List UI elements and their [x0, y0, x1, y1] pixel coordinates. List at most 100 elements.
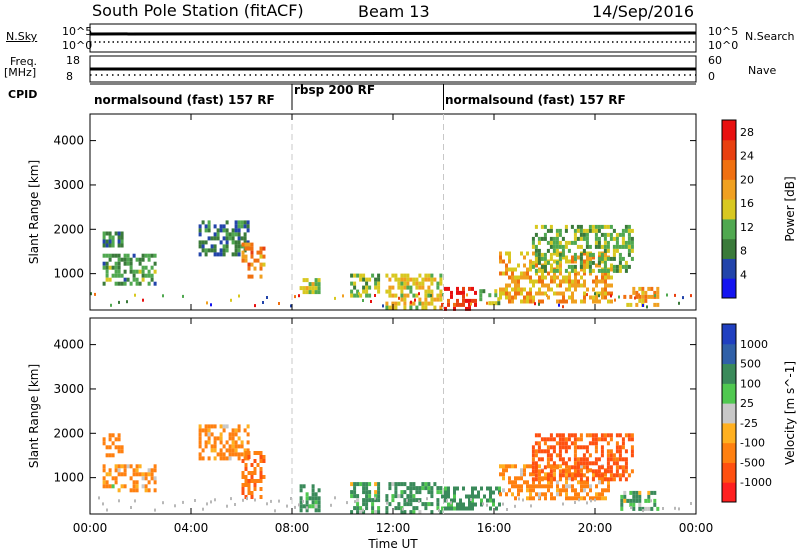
data-cell [565, 299, 568, 304]
data-cell [377, 506, 381, 511]
data-cell [588, 264, 592, 269]
data-cell [228, 448, 232, 453]
data-cell [356, 482, 360, 487]
ground-scatter-cell [470, 498, 472, 501]
data-cell [353, 494, 357, 499]
station-title: South Pole Station (fitACF) [92, 1, 304, 20]
data-cell [317, 286, 321, 291]
data-cell [138, 261, 142, 266]
data-cell [359, 510, 363, 515]
data-cell [397, 277, 401, 282]
data-cell [653, 302, 657, 307]
data-cell [403, 510, 407, 515]
data-cell [117, 468, 121, 473]
data-cell [141, 472, 145, 477]
data-cell [505, 291, 508, 296]
data-cell [477, 490, 480, 495]
data-cell [534, 252, 538, 257]
data-cell [514, 480, 517, 485]
data-cell [570, 473, 574, 478]
data-cell [607, 299, 610, 304]
data-cell [240, 224, 244, 229]
data-cell [508, 291, 511, 296]
data-cell [314, 290, 318, 295]
data-cell [574, 476, 577, 481]
data-cell [365, 482, 369, 487]
data-cell [250, 242, 254, 247]
data-cell [573, 453, 577, 458]
data-cell [564, 461, 568, 466]
data-cell [482, 289, 486, 294]
data-cell [234, 240, 238, 245]
data-cell [565, 255, 568, 260]
data-cell [508, 259, 511, 264]
data-cell [427, 273, 431, 278]
data-cell [576, 244, 580, 249]
data-cell [433, 277, 437, 282]
data-cell [492, 498, 495, 503]
data-cell [653, 502, 657, 507]
colorbar-segment [722, 383, 736, 404]
data-cell [400, 293, 404, 298]
data-cell [529, 492, 532, 497]
data-cell [406, 273, 410, 278]
data-cell [436, 285, 440, 290]
ground-scatter-cell [682, 296, 684, 300]
data-cell [198, 456, 202, 461]
data-cell [561, 252, 565, 257]
data-cell [415, 285, 419, 290]
data-cell [362, 498, 366, 503]
data-cell [447, 490, 450, 495]
data-cell [234, 224, 238, 229]
data-cell [138, 281, 142, 286]
data-cell [102, 235, 106, 240]
data-cell [126, 257, 130, 262]
data-cell [594, 232, 598, 237]
data-cell [356, 506, 360, 511]
data-cell [241, 483, 245, 487]
data-cell [558, 469, 562, 474]
data-cell [377, 273, 381, 278]
data-cell [565, 480, 568, 485]
data-cell [502, 472, 505, 477]
data-cell [612, 252, 616, 257]
data-cell [568, 484, 571, 489]
data-cell [523, 275, 526, 280]
data-cell [588, 224, 592, 229]
data-cell [353, 486, 357, 491]
data-cell [594, 457, 598, 462]
data-cell [225, 236, 229, 241]
data-cell [638, 502, 642, 507]
data-cell [240, 440, 244, 445]
data-cell [246, 224, 250, 229]
colorbar-segment [722, 482, 736, 503]
ground-scatter-cell [262, 301, 264, 304]
data-cell [424, 273, 428, 278]
data-cell [141, 484, 145, 489]
data-cell [141, 476, 145, 481]
data-cell [108, 484, 112, 489]
data-cell [394, 490, 398, 495]
data-cell [558, 449, 562, 454]
data-cell [219, 228, 223, 233]
data-cell [409, 285, 413, 290]
data-cell [311, 484, 315, 489]
data-cell [439, 289, 443, 294]
data-cell [597, 473, 601, 478]
data-cell [534, 469, 538, 474]
y-tick-label: 1000 [53, 471, 84, 485]
data-cell [397, 506, 401, 511]
ground-scatter-cell [134, 499, 136, 503]
data-cell [567, 248, 571, 253]
data-cell [600, 252, 604, 257]
data-cell [612, 248, 616, 253]
data-cell [630, 469, 634, 474]
data-cell [433, 482, 437, 487]
data-cell [371, 510, 375, 515]
data-cell [365, 293, 369, 298]
data-cell [537, 248, 541, 253]
data-cell [598, 263, 601, 268]
data-cell [653, 498, 657, 503]
